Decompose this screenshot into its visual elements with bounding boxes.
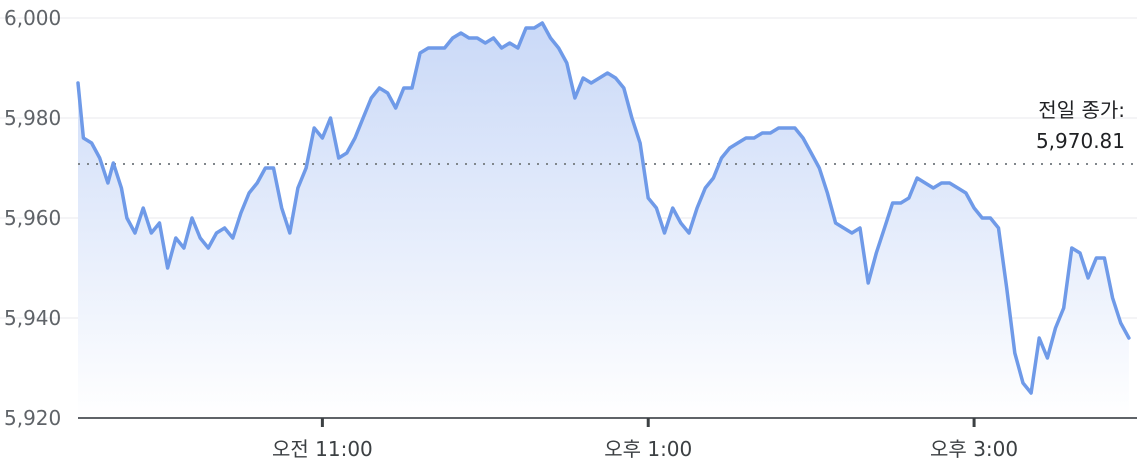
area-fill — [78, 23, 1129, 418]
x-axis-ticks: 오전 11:00 오후 1:00 오후 3:00 — [272, 418, 1018, 461]
y-tick-label: 5,960 — [4, 206, 61, 230]
y-tick-label: 5,940 — [4, 306, 61, 330]
y-tick-label: 6,000 — [4, 6, 61, 30]
series-line-group — [76, 21, 1131, 395]
series-area — [78, 23, 1129, 418]
x-tick-label: 오후 1:00 — [604, 437, 692, 461]
previous-close-label: 전일 종가: 5,970.81 — [1036, 98, 1125, 153]
y-axis-ticks: 5,920 5,940 5,960 5,980 6,000 — [4, 6, 61, 430]
x-tick-label: 오전 11:00 — [272, 437, 373, 461]
previous-close-value: 5,970.81 — [1036, 129, 1125, 153]
x-tick-label: 오후 3:00 — [930, 437, 1018, 461]
series-line — [76, 21, 1131, 395]
y-tick-label: 5,920 — [4, 406, 61, 430]
y-tick-label: 5,980 — [4, 106, 61, 130]
previous-close-title: 전일 종가: — [1038, 98, 1125, 122]
